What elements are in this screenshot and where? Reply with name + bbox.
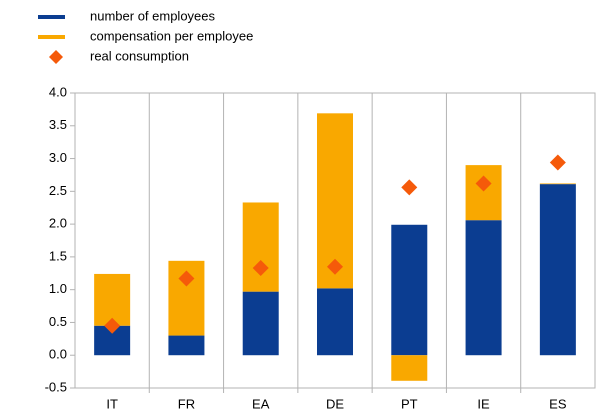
marker: [549, 154, 566, 171]
y-tick-label: -0.5: [45, 379, 67, 394]
marker: [178, 270, 195, 287]
legend-label: real consumption: [90, 48, 189, 63]
marker: [104, 317, 121, 334]
legend-marker: [49, 50, 63, 64]
y-tick-label: 3.5: [49, 117, 67, 132]
x-tick-label: IT: [106, 396, 118, 411]
bar: [242, 291, 279, 356]
y-tick-label: 4.0: [49, 84, 67, 99]
y-tick-label: 0.5: [49, 314, 67, 329]
legend-label: compensation per employee: [90, 28, 253, 43]
bar: [242, 202, 279, 292]
marker: [327, 258, 343, 275]
y-tick-label: 2.0: [49, 216, 67, 231]
x-tick-label: EA: [252, 396, 270, 411]
y-tick-label: 3.0: [49, 150, 67, 165]
legend-label: number of employees: [90, 8, 216, 23]
x-tick-label: FR: [178, 396, 195, 411]
bar: [539, 184, 576, 356]
bar: [391, 224, 428, 356]
bar: [465, 165, 502, 221]
y-tick-label: 0.0: [49, 347, 67, 362]
y-tick-label: 1.5: [49, 248, 67, 263]
bar: [94, 273, 131, 326]
bar: [168, 335, 205, 356]
marker: [401, 179, 418, 196]
x-tick-label: IE: [477, 396, 490, 411]
marker: [252, 260, 269, 277]
x-tick-label: PT: [401, 396, 418, 411]
marker: [475, 175, 492, 192]
y-tick-label: 1.0: [49, 281, 67, 296]
y-tick-label: 2.5: [49, 183, 67, 198]
plot-frame: [74, 92, 596, 389]
bar: [317, 288, 353, 356]
x-tick-label: ES: [549, 396, 567, 411]
bar: [465, 220, 502, 356]
bar: [539, 183, 576, 185]
x-tick-label: DE: [326, 396, 344, 411]
bar: [391, 355, 428, 381]
